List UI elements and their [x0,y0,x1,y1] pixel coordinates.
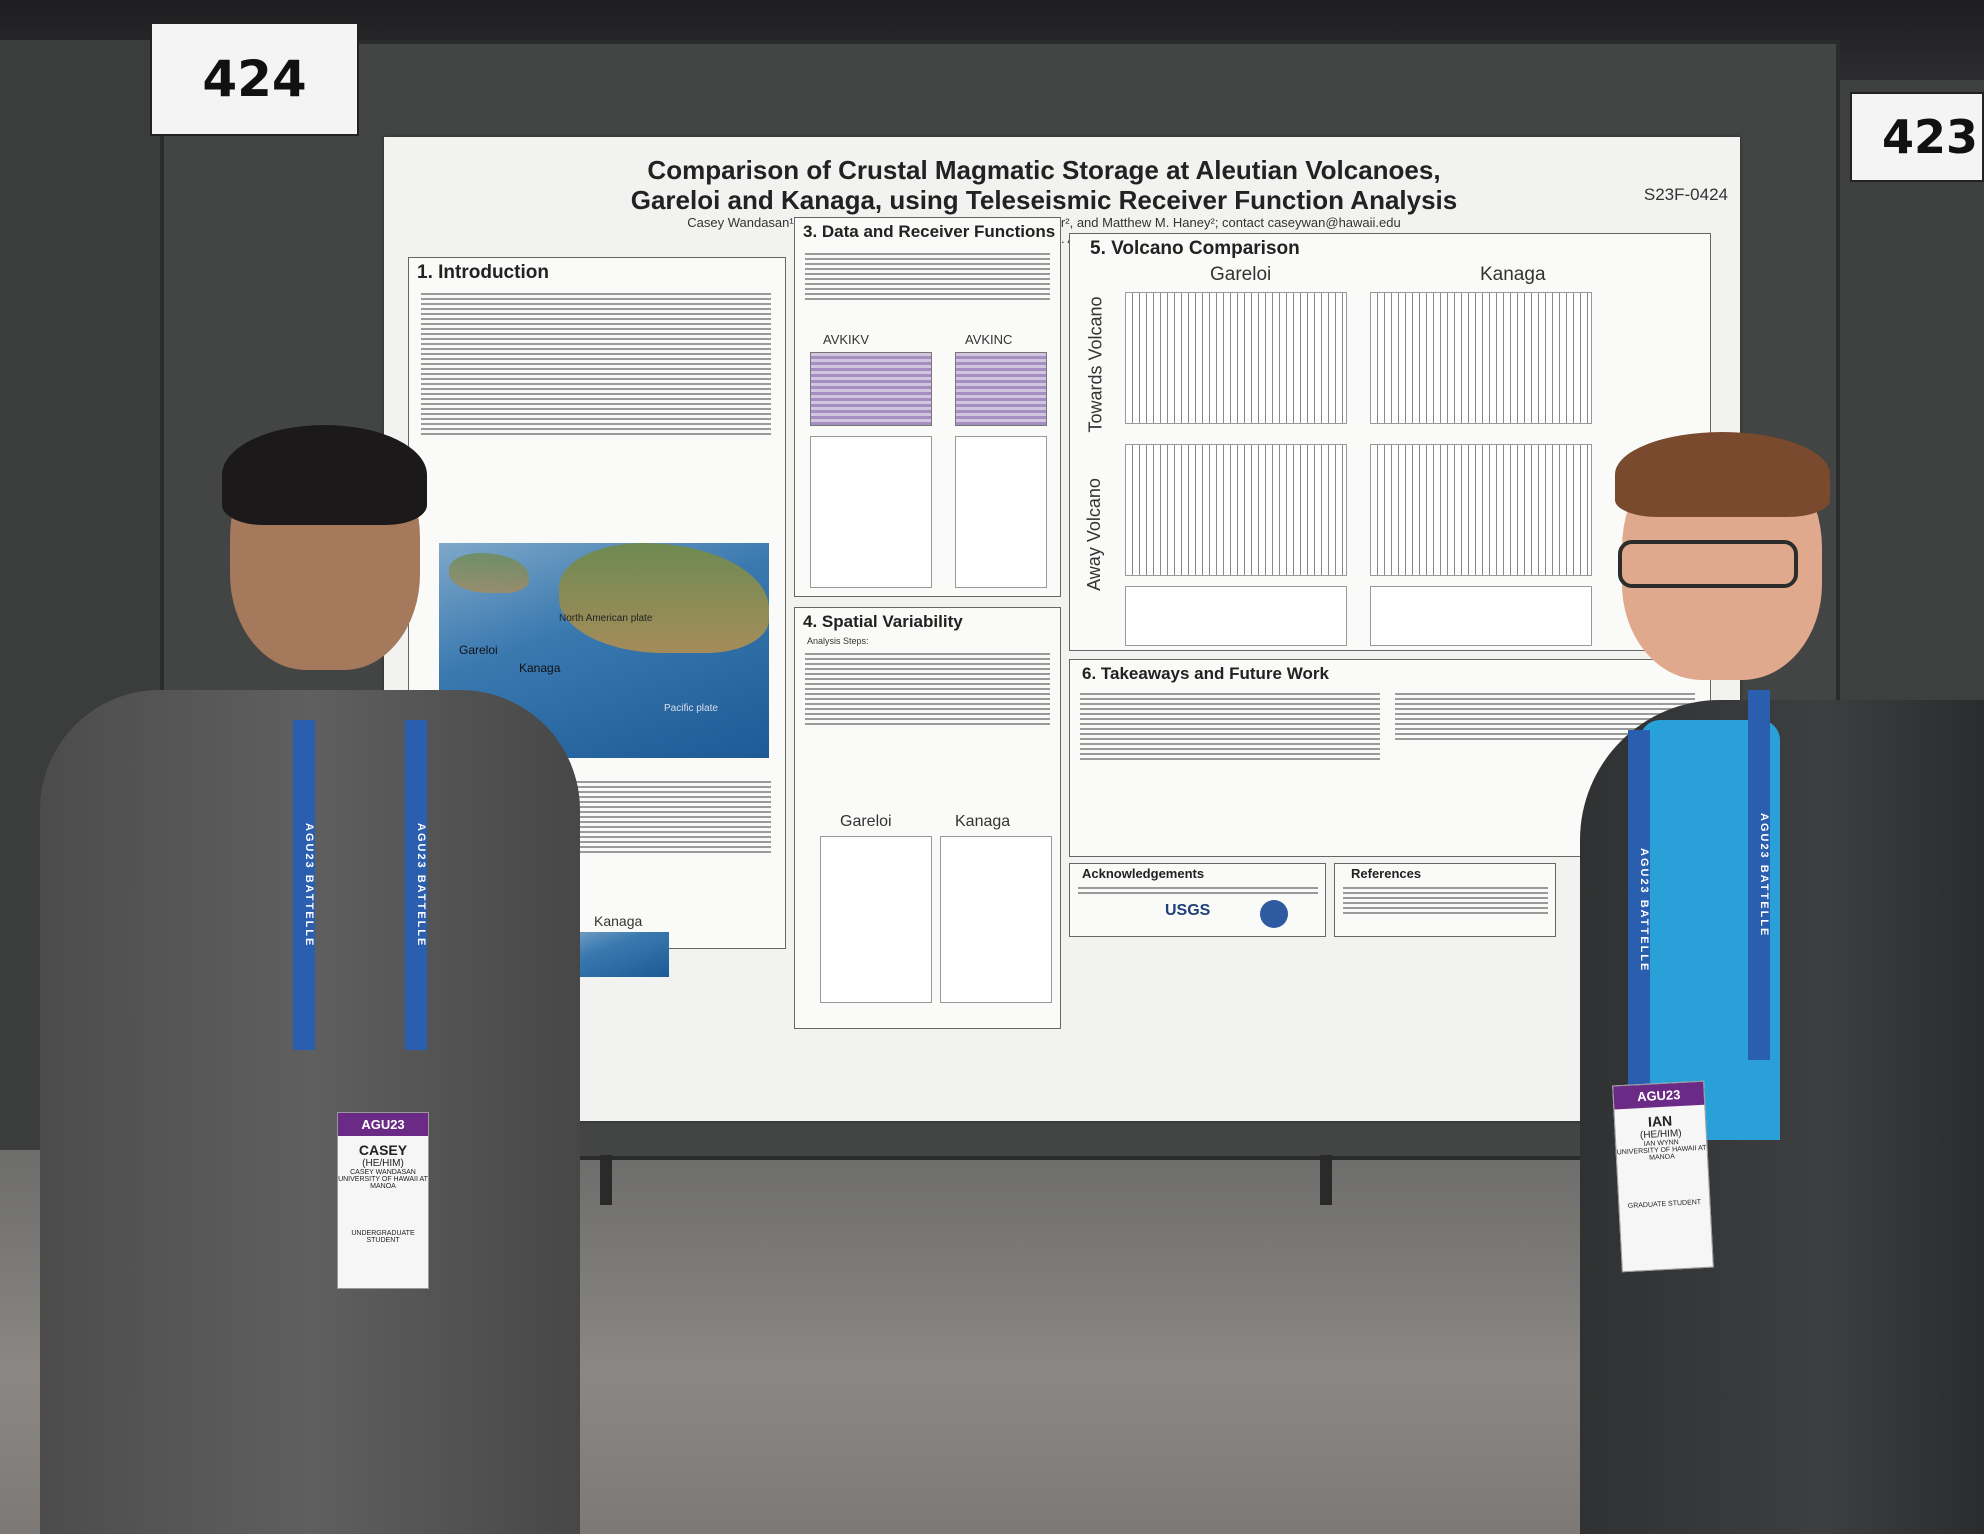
poster-id: S23F-0424 [1643,185,1728,204]
section-acknowledgements: Acknowledgements USGS [1069,863,1326,937]
lanyard-left: AGU23 BATTELLE [405,720,427,1050]
ray-path-plot [955,436,1047,588]
booth-number-sign-right: 423 [1850,92,1984,182]
title-line-1: Comparison of Crustal Magmatic Storage a… [647,155,1441,185]
ray-path-plot [810,436,932,588]
title-line-2: Gareloi and Kanaga, using Teleseismic Re… [630,185,1458,215]
badge-role: UNDERGRADUATE STUDENT [351,1230,415,1244]
badge-event: AGU23 [338,1113,428,1136]
section-data-receiver-functions: 3. Data and Receiver Functions AVKIKV AV… [794,217,1061,597]
row-label: Towards Volcano [1085,296,1106,433]
takeaways-text-right [1395,690,1695,850]
badge-role: GRADUATE STUDENT [1627,1199,1702,1210]
aleutian-map: North American plate Gareloi Kanaga Paci… [439,543,769,758]
map-label: Kanaga [519,661,561,675]
receiver-function-stack [955,352,1047,426]
polarity-plot-gareloi [820,836,932,1003]
badge-full-name: CASEY WANDASAN [350,1169,416,1176]
rf-away-gareloi [1125,444,1347,576]
station-label: AVKINC [965,332,1013,347]
methods-text-block [421,778,771,928]
ray-rose-gareloi [1125,586,1347,646]
references-text [1343,884,1548,932]
map-label: Gareloi [459,643,498,657]
poster-title: Comparison of Crustal Magmatic Storage a… [544,155,1544,215]
alaska-landmass [559,543,769,653]
rf-away-kanaga [1370,444,1592,576]
name-badge-right: AGU23 IAN (HE/HIM) IAN WYNN UNIVERSITY O… [1612,1080,1714,1273]
name-badge-left: AGU23 CASEY (HE/HIM) CASEY WANDASAN UNIV… [337,1112,429,1289]
row-label: Away Volcano [1083,478,1104,591]
nsf-logo [1260,900,1288,928]
column-title: Kanaga [1480,264,1546,285]
board-leg [600,1155,612,1205]
map-label: Pacific plate [664,703,718,714]
station-label: AVKIKV [823,332,870,347]
research-poster: Comparison of Crustal Magmatic Storage a… [384,137,1740,1121]
polarity-plot-kanaga [940,836,1052,1003]
section-references: References [1334,863,1556,937]
badge-organization: UNIVERSITY OF HAWAII AT MANOA [338,1176,428,1190]
section-volcano-comparison: 5. Volcano Comparison Gareloi Kanaga Tow… [1069,233,1711,651]
section-heading: 6. Takeaways and Future Work [1082,664,1329,683]
lanyard-right: AGU23 BATTELLE [1748,690,1770,1060]
plot-title: Gareloi [840,813,892,830]
person-left-hair [222,425,427,525]
badge-name: CASEY [358,1142,408,1158]
section-heading: Acknowledgements [1082,866,1205,881]
section-heading: References [1351,866,1422,881]
kamchatka-landmass [449,553,529,593]
rf-towards-kanaga [1370,292,1592,424]
inset-label: Kanaga [594,913,643,929]
section-heading: 3. Data and Receiver Functions [803,222,1056,241]
board-leg [1320,1155,1332,1205]
receiver-function-stack [810,352,932,426]
s3-text-block [805,250,1050,330]
ack-text [1078,884,1318,898]
s4-text-block [805,650,1050,800]
ray-rose-kanaga [1370,586,1592,646]
eyeglasses-icon [1618,540,1798,588]
badge-event: AGU23 [1613,1081,1705,1110]
booth-number-sign-left: 424 [150,22,359,136]
column-title: Gareloi [1210,264,1272,285]
map-label: North American plate [559,613,653,624]
analysis-steps-label: Analysis Steps: [807,636,869,646]
usgs-logo: USGS [1165,902,1211,919]
section-heading: 5. Volcano Comparison [1090,238,1300,259]
section-heading: 4. Spatial Variability [803,612,963,631]
takeaways-text-left [1080,690,1380,850]
intro-text-block [421,290,771,520]
badge-pronoun: (HE/HIM) [362,1158,404,1169]
plot-title: Kanaga [955,813,1011,830]
person-right-hair [1615,432,1830,517]
section-heading: 1. Introduction [417,262,549,283]
rf-towards-gareloi [1125,292,1347,424]
lanyard-right: AGU23 BATTELLE [1628,730,1650,1090]
section-spatial-variability: 4. Spatial Variability Analysis Steps: G… [794,607,1061,1029]
lanyard-left: AGU23 BATTELLE [293,720,315,1050]
section-takeaways: 6. Takeaways and Future Work [1069,659,1711,857]
